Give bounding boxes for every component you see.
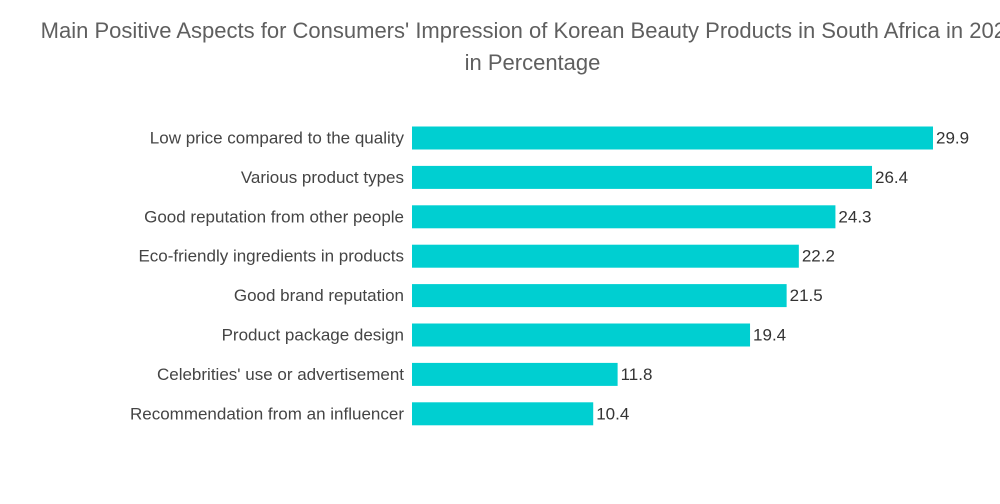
- bar: [412, 402, 594, 426]
- bar: [412, 284, 787, 308]
- value-label: 29.9: [936, 129, 969, 148]
- category-label: Product package design: [222, 326, 404, 345]
- category-label: Good reputation from other people: [144, 207, 404, 226]
- category-label: Recommendation from an influencer: [130, 404, 404, 423]
- category-label: Eco-friendly ingredients in products: [138, 247, 404, 266]
- value-label: 10.4: [596, 404, 629, 423]
- value-label: 11.8: [621, 365, 653, 384]
- category-label: Various product types: [241, 168, 404, 187]
- bars-group: Low price compared to the quality 29.9 Var…: [130, 126, 969, 426]
- bar: [412, 205, 836, 229]
- bar: [412, 126, 933, 150]
- chart-title: Main Positive Aspects for Consumers' Imp…: [40, 18, 1000, 75]
- value-label: 26.4: [875, 168, 908, 187]
- value-label: 24.3: [838, 207, 871, 226]
- category-label: Good brand reputation: [234, 286, 404, 305]
- value-label: 19.4: [753, 326, 786, 345]
- category-label: Celebrities' use or advertisement: [157, 365, 404, 384]
- bar: [412, 362, 618, 386]
- bar: [412, 323, 751, 347]
- value-label: 22.2: [802, 247, 835, 266]
- bar: [412, 244, 799, 268]
- value-label: 21.5: [790, 286, 823, 305]
- category-label: Low price compared to the quality: [150, 129, 405, 148]
- bar: [412, 165, 873, 189]
